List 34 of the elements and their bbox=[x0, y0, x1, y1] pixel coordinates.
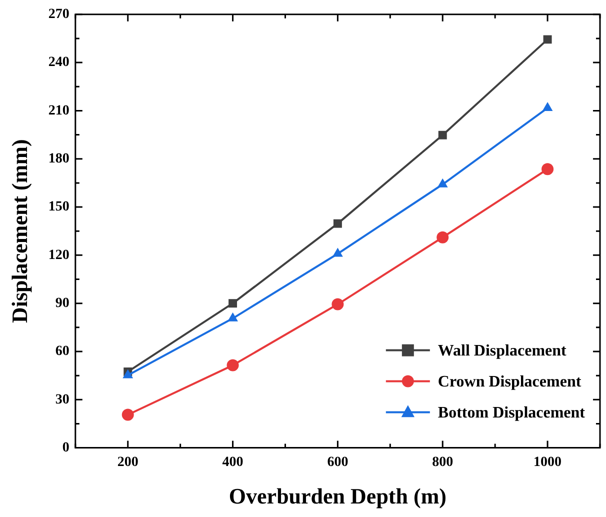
y-tick-label: 180 bbox=[48, 151, 70, 166]
point bbox=[333, 219, 342, 228]
y-tick-label: 240 bbox=[48, 55, 70, 70]
x-axis-title: Overburden Depth (m) bbox=[228, 483, 446, 508]
y-tick-label: 30 bbox=[55, 392, 70, 408]
x-tick-label: 800 bbox=[432, 454, 454, 470]
point bbox=[226, 359, 239, 372]
y-tick-label: 0 bbox=[62, 440, 70, 456]
y-tick-label: 210 bbox=[48, 103, 70, 118]
point bbox=[122, 408, 134, 421]
point bbox=[332, 298, 344, 310]
x-tick-label: 200 bbox=[117, 454, 138, 470]
point bbox=[542, 102, 553, 111]
x-tick-label: 400 bbox=[222, 454, 244, 470]
y-tick-label: 270 bbox=[48, 7, 70, 22]
point bbox=[438, 130, 447, 140]
legend-label: Wall Displacement bbox=[438, 342, 568, 360]
point bbox=[437, 178, 448, 188]
x-tick-label: 1000 bbox=[534, 454, 562, 470]
legend-label: Bottom Displacement bbox=[438, 404, 586, 422]
y-tick-label: 150 bbox=[48, 200, 70, 215]
point bbox=[542, 163, 554, 176]
y-tick-label: 60 bbox=[55, 344, 70, 360]
point bbox=[228, 312, 238, 322]
x-tick-label: 600 bbox=[327, 454, 348, 470]
point bbox=[228, 299, 238, 308]
y-axis-title: Displacement (mm) bbox=[6, 139, 32, 324]
y-tick-label: 120 bbox=[48, 248, 70, 263]
point bbox=[543, 35, 552, 44]
point bbox=[332, 248, 343, 257]
y-tick-label: 90 bbox=[55, 296, 70, 311]
legend-label: Crown Displacement bbox=[438, 373, 582, 390]
point bbox=[122, 369, 134, 378]
point bbox=[436, 231, 449, 244]
